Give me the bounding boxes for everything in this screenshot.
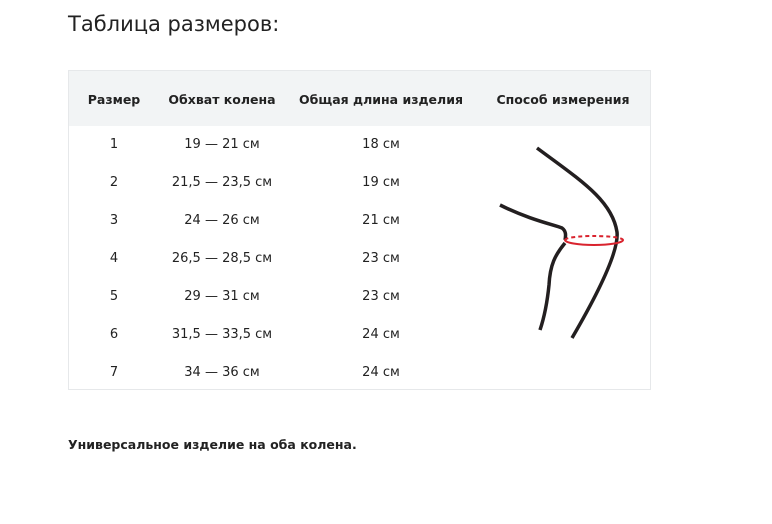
- cell-knee-girth: 34 — 36 см: [184, 365, 260, 380]
- measure-line-front: [564, 239, 624, 246]
- cell-total-length: 24 см: [362, 327, 400, 342]
- cell-size: 7: [109, 365, 119, 380]
- thigh-back-outline: [499, 203, 568, 241]
- cell-total-length: 21 см: [362, 213, 400, 228]
- page-title: Таблица размеров:: [68, 12, 280, 36]
- header-total-length: Общая длина изделия: [299, 92, 463, 107]
- table-header: Размер Обхват колена Общая длина изделия…: [69, 71, 650, 126]
- measure-line-back: [564, 235, 624, 241]
- header-knee-girth: Обхват колена: [168, 92, 276, 107]
- cell-size: 3: [109, 213, 119, 228]
- cell-knee-girth: 26,5 — 28,5 см: [171, 251, 273, 266]
- cell-total-length: 23 см: [362, 289, 400, 304]
- size-table: Размер Обхват колена Общая длина изделия…: [68, 70, 651, 390]
- cell-total-length: 19 см: [362, 175, 400, 190]
- cell-size: 2: [109, 175, 119, 190]
- cell-knee-girth: 19 — 21 см: [184, 137, 260, 152]
- cell-size: 4: [109, 251, 119, 266]
- knee-front-outline: [535, 146, 619, 339]
- header-size: Размер: [87, 92, 141, 107]
- cell-size: 6: [109, 327, 119, 342]
- cell-knee-girth: 21,5 — 23,5 см: [171, 175, 273, 190]
- note-text: Универсальное изделие на оба колена.: [68, 437, 357, 452]
- cell-size: 5: [109, 289, 119, 304]
- cell-total-length: 23 см: [362, 251, 400, 266]
- header-measure-method: Способ измерения: [496, 92, 630, 107]
- cell-total-length: 18 см: [362, 137, 400, 152]
- cell-knee-girth: 24 — 26 см: [184, 213, 260, 228]
- cell-knee-girth: 29 — 31 см: [184, 289, 260, 304]
- cell-knee-girth: 31,5 — 33,5 см: [171, 327, 273, 342]
- calf-outline: [538, 241, 567, 331]
- cell-total-length: 24 см: [362, 365, 400, 380]
- cell-size: 1: [109, 137, 119, 152]
